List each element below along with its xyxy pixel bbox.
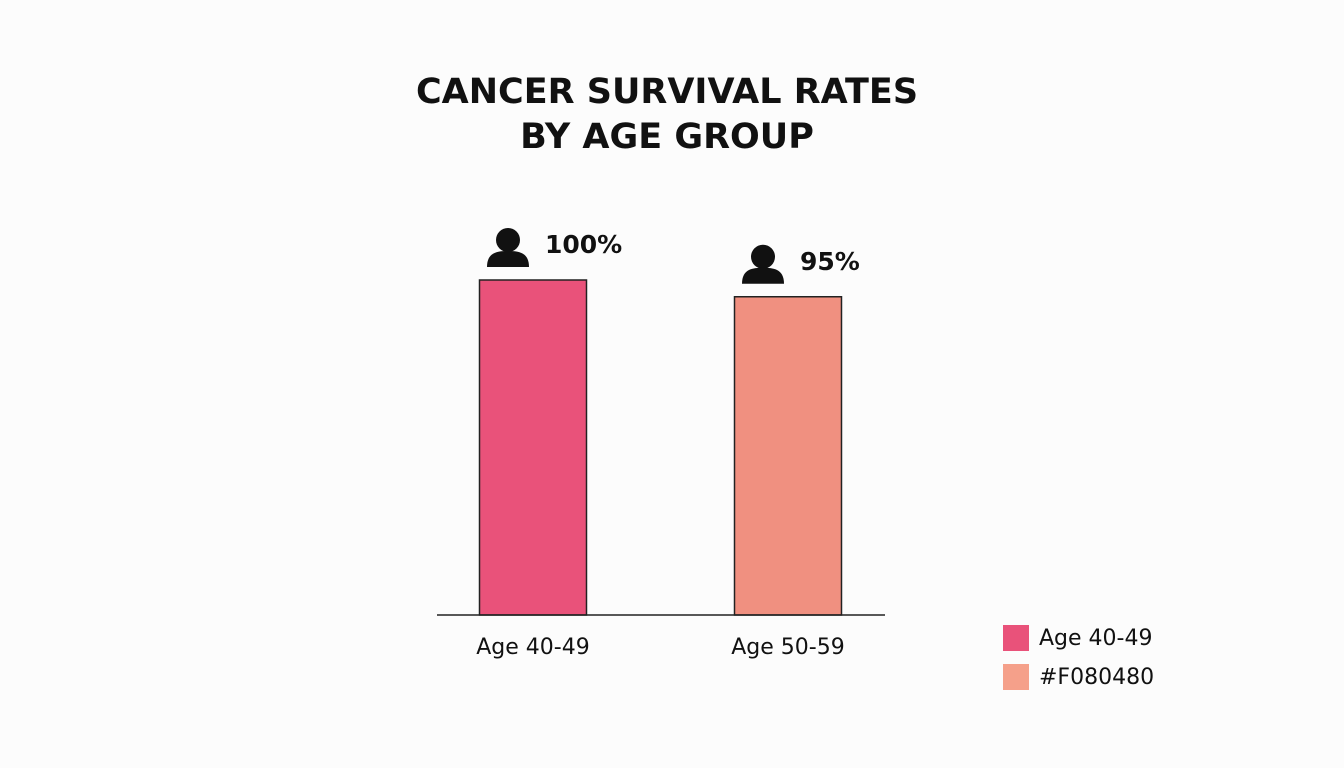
category-label-1: Age 50-59 [731, 635, 844, 660]
value-label-0: 100% [545, 230, 622, 259]
chart-title-line-1: CANCER SURVIVAL RATES [415, 72, 919, 112]
legend-swatch-0 [1003, 625, 1029, 651]
value-label-1: 95% [800, 247, 860, 276]
person-icon-0 [487, 228, 529, 267]
category-label-0: Age 40-49 [476, 635, 589, 660]
chart-title-line-2: BY AGE GROUP [520, 117, 814, 157]
person-icon-1 [742, 244, 784, 284]
legend-item-1: #F080480 [1003, 664, 1154, 690]
legend-label-0: Age 40-49 [1039, 625, 1153, 651]
legend-swatch-1 [1003, 664, 1029, 690]
bar-1 [733, 296, 843, 616]
legend-item-0: Age 40-49 [1003, 625, 1152, 651]
legend-label-1: #F080480 [1039, 664, 1155, 690]
bar-0 [478, 279, 588, 616]
